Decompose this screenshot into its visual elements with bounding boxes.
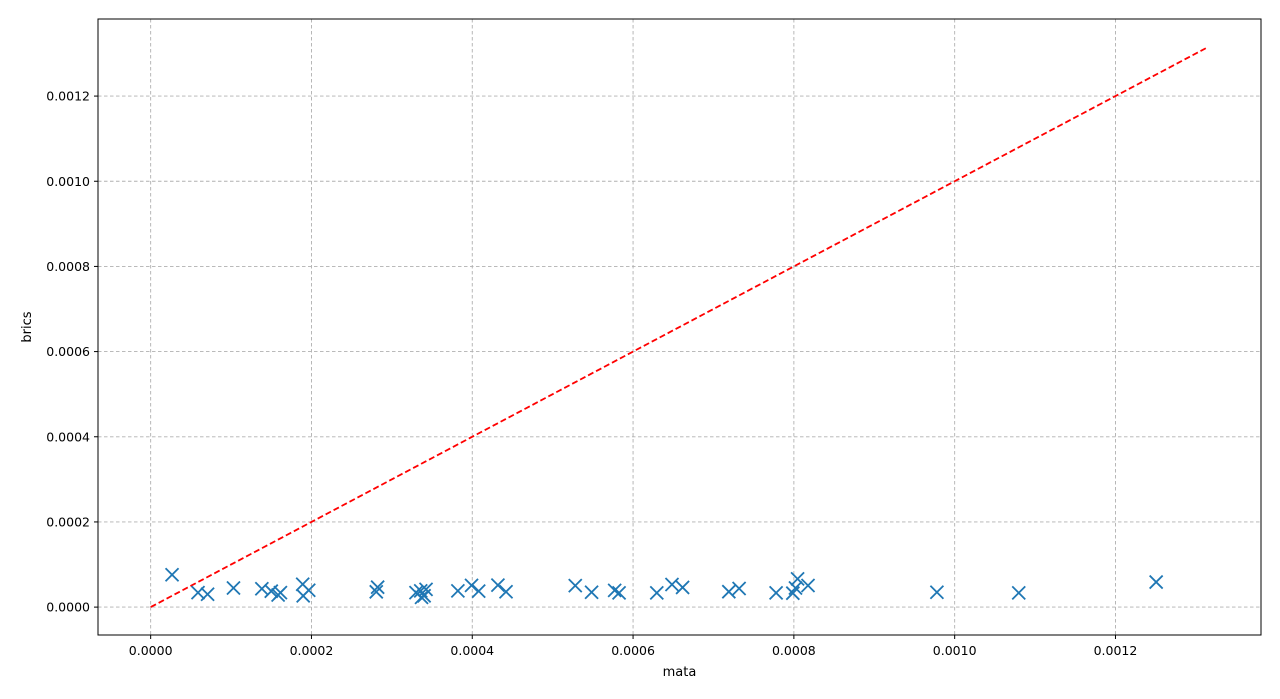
data-point: [498, 584, 514, 599]
x-axis-ticks: 0.0000 0.0002 0.0004 0.0006 0.0008 0.0010 0.00…: [129, 635, 1138, 658]
y-tick-label: 0.0012: [46, 89, 90, 104]
data-point: [418, 582, 434, 597]
x-tick-label: 0.0006: [611, 643, 655, 658]
data-point: [301, 583, 316, 598]
x-axis-label: mata: [663, 665, 697, 680]
x-tick-label: 0.0010: [933, 643, 977, 658]
grid-lines: [98, 19, 1261, 635]
data-point: [611, 585, 627, 600]
data-point: [1149, 574, 1164, 590]
y-tick-label: 0.0008: [46, 259, 90, 274]
data-point: [731, 581, 747, 596]
x-tick-label: 0.0000: [129, 643, 173, 658]
data-point: [800, 578, 816, 593]
x-tick-label: 0.0012: [1094, 643, 1138, 658]
data-point: [464, 578, 479, 593]
data-point: [226, 580, 241, 596]
data-point: [790, 571, 805, 586]
plot-area-frame: [97, 18, 1262, 636]
data-point: [369, 584, 384, 599]
y-tick-label: 0.0010: [46, 174, 90, 189]
reference-line: [150, 47, 1207, 608]
data-point: [254, 581, 269, 596]
data-point: [584, 585, 599, 600]
data-point: [721, 584, 736, 599]
data-point: [768, 585, 784, 601]
data-points: [164, 567, 1164, 605]
y-tick-label: 0.0002: [46, 514, 90, 529]
data-point: [568, 578, 583, 593]
data-point: [664, 577, 680, 592]
y-tick-label: 0.0004: [46, 429, 90, 444]
y-axis-ticks: 0.0000 0.0002 0.0004 0.0006 0.0008 0.0010 0.00…: [46, 89, 98, 615]
data-point: [675, 580, 690, 595]
data-point: [370, 580, 385, 595]
data-point: [264, 584, 279, 599]
data-point: [490, 577, 506, 593]
x-tick-label: 0.0004: [450, 643, 494, 658]
y-axis-label: brics: [20, 311, 35, 342]
reference-line-layer: [150, 47, 1207, 608]
data-point: [273, 585, 288, 600]
data-point: [649, 585, 664, 601]
y-tick-label: 0.0006: [46, 344, 90, 359]
data-point: [200, 587, 215, 602]
data-point: [788, 580, 803, 596]
data-point: [450, 583, 466, 599]
data-point: [164, 567, 180, 582]
y-tick-label: 0.0000: [46, 600, 90, 615]
x-tick-label: 0.0008: [772, 643, 816, 658]
data-point: [1011, 585, 1026, 600]
data-point: [607, 583, 622, 598]
data-point: [929, 585, 945, 600]
data-point: [471, 583, 486, 599]
x-tick-label: 0.0002: [290, 643, 334, 658]
